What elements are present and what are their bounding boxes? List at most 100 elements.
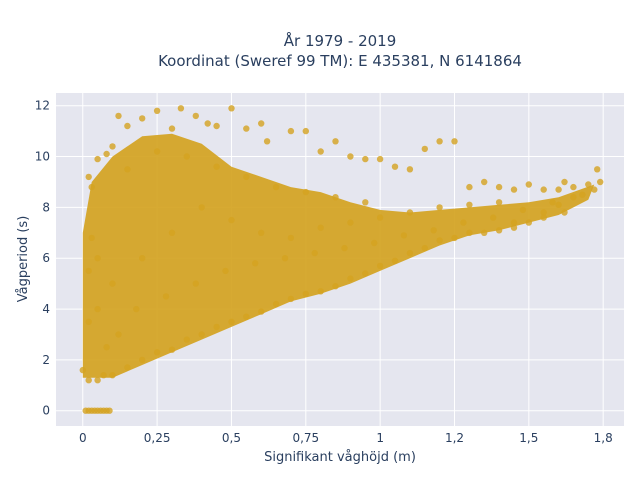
data-point — [591, 186, 598, 193]
data-point — [341, 244, 348, 252]
data-point — [198, 204, 205, 211]
data-point — [451, 234, 458, 242]
data-point — [115, 331, 122, 338]
data-point — [376, 262, 384, 270]
data-point — [406, 209, 414, 216]
data-point — [525, 219, 532, 226]
data-point — [124, 364, 131, 371]
data-point — [579, 191, 586, 198]
data-point — [252, 260, 259, 267]
data-point — [332, 283, 339, 290]
y-tick-label: 10 — [35, 150, 50, 164]
data-point — [109, 143, 116, 150]
data-point — [406, 249, 414, 257]
x-tick-label: 1,2 — [445, 431, 464, 445]
data-point — [597, 178, 604, 186]
data-point — [153, 148, 161, 155]
data-point — [115, 112, 122, 120]
data-point — [213, 323, 220, 331]
data-point — [460, 219, 467, 226]
data-point — [561, 178, 568, 186]
data-point — [391, 163, 399, 170]
data-point — [106, 407, 113, 414]
x-tick-label: 0,5 — [222, 431, 241, 445]
data-point — [168, 346, 176, 353]
data-point — [317, 288, 324, 295]
data-point — [540, 186, 547, 193]
x-tick-label: 1,8 — [594, 431, 613, 445]
data-point — [94, 305, 101, 313]
data-point — [192, 112, 199, 120]
data-point — [109, 372, 116, 379]
data-point — [495, 227, 503, 234]
data-point — [549, 199, 556, 206]
data-point — [272, 183, 280, 191]
data-point — [510, 186, 518, 193]
data-point — [139, 356, 146, 364]
data-point — [243, 173, 250, 181]
data-point — [139, 115, 146, 122]
y-tick-label: 8 — [42, 200, 50, 214]
data-point — [213, 122, 220, 130]
data-point — [347, 153, 354, 160]
data-point — [103, 150, 110, 158]
data-point — [585, 181, 592, 188]
data-point — [183, 336, 190, 343]
data-point — [510, 224, 518, 231]
data-point — [451, 138, 458, 145]
data-point — [85, 173, 92, 181]
data-point — [85, 318, 92, 325]
data-point — [94, 155, 101, 163]
data-point — [430, 227, 437, 234]
data-point — [124, 166, 131, 173]
data-point — [85, 267, 92, 275]
data-point — [362, 199, 369, 206]
data-point — [436, 204, 443, 211]
data-point — [481, 178, 488, 186]
x-tick-label: 1,5 — [519, 431, 538, 445]
data-point — [481, 229, 488, 236]
data-point — [192, 280, 199, 287]
data-point — [466, 229, 473, 236]
data-point — [311, 249, 318, 257]
grid-lines — [56, 93, 624, 426]
data-point — [540, 214, 547, 221]
data-point — [376, 214, 384, 221]
data-point — [391, 257, 399, 264]
data-point — [466, 201, 473, 208]
data-point — [347, 275, 354, 282]
data-point — [168, 125, 176, 132]
point-cloud — [82, 133, 595, 378]
data-point — [88, 183, 95, 191]
data-point — [525, 181, 532, 188]
x-tick-label: 0,75 — [292, 431, 319, 445]
data-point — [162, 293, 170, 300]
data-point — [436, 138, 443, 145]
data-point — [317, 224, 324, 231]
data-point — [490, 214, 497, 221]
data-point — [570, 183, 577, 191]
data-point — [153, 349, 161, 356]
data-point — [213, 163, 220, 170]
data-point — [332, 194, 339, 201]
data-point — [519, 206, 527, 214]
data-point — [103, 344, 110, 351]
chart-title-line-1: År 1979 - 2019 — [284, 31, 397, 50]
data-point — [177, 105, 185, 112]
data-point — [317, 148, 324, 155]
data-point — [243, 125, 250, 132]
data-point — [466, 183, 473, 191]
x-tick-label: 0 — [79, 431, 87, 445]
x-tick-labels: 0 0,25 0,5 0,75 1 1,2 1,5 1,8 — [79, 431, 613, 445]
data-point — [406, 166, 414, 173]
data-point — [168, 229, 176, 236]
chart-title-line-2: Koordinat (Sweref 99 TM): E 435381, N 61… — [158, 52, 522, 70]
data-point — [540, 209, 547, 216]
data-point — [258, 120, 265, 127]
data-point — [88, 234, 95, 242]
data-point — [555, 201, 562, 208]
data-point — [133, 305, 140, 313]
y-tick-label: 0 — [42, 404, 50, 418]
data-point — [198, 331, 205, 338]
data-point — [287, 127, 295, 135]
